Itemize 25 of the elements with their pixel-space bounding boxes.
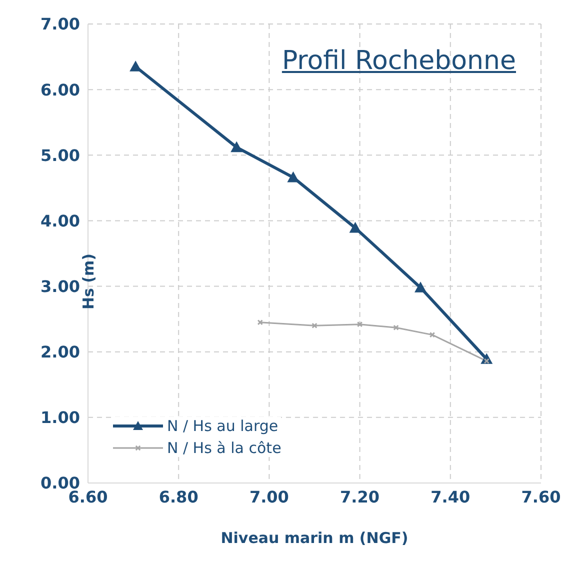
x-tick-label: 7.00 bbox=[249, 487, 289, 506]
x-tick-label: 7.40 bbox=[430, 487, 470, 506]
point bbox=[356, 321, 363, 328]
x-axis-title: Niveau marin m (NGF) bbox=[220, 529, 408, 547]
y-tick-label: 6.00 bbox=[40, 80, 80, 100]
legend-label: N / Hs à la côte bbox=[167, 439, 282, 457]
x-tick-label: 7.60 bbox=[521, 487, 561, 506]
text: Profil Rochebonne bbox=[282, 46, 516, 76]
x-tick-label: 6.80 bbox=[158, 487, 198, 506]
point bbox=[349, 222, 362, 233]
x-tick-label: 7.20 bbox=[340, 487, 380, 506]
point bbox=[230, 141, 243, 152]
point bbox=[414, 282, 426, 292]
y-tick-label: 4.00 bbox=[40, 211, 80, 230]
y-tick-label: 3.00 bbox=[40, 276, 80, 296]
legend-label: N / Hs au large bbox=[167, 417, 278, 435]
point bbox=[287, 171, 300, 182]
y-tick-label: 2.00 bbox=[40, 342, 80, 362]
y-tick-label: 7.00 bbox=[40, 14, 80, 34]
point bbox=[393, 324, 399, 330]
point bbox=[429, 332, 436, 338]
point bbox=[312, 322, 318, 328]
y-tick-label: 1.00 bbox=[40, 408, 80, 428]
y-tick-label: 5.00 bbox=[40, 146, 80, 165]
y-axis-title: Hs (m) bbox=[79, 254, 98, 310]
